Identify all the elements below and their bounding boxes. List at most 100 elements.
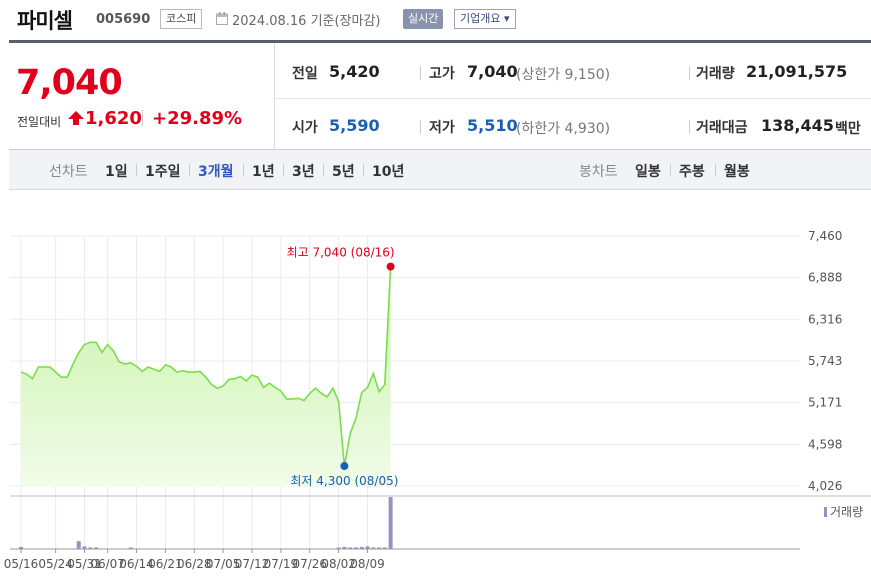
company-overview-button[interactable]: 기업개요 ▾ — [454, 9, 516, 29]
period-selector: 선차트 1일 1주일 3개월 1년 3년 5년 10년 봉차트 일봉 주봉 월봉 — [9, 150, 871, 190]
y-tick-label: 4,598 — [808, 437, 842, 451]
market-badge: 코스피 — [160, 9, 203, 29]
high-label: 고가 — [429, 66, 455, 82]
upper-limit: (상한가 9,150) — [516, 67, 611, 83]
stock-name: 파미셀 — [17, 9, 73, 33]
high-marker — [386, 262, 395, 271]
prev-close-value: 5,420 — [329, 62, 380, 81]
volume-bar — [336, 547, 341, 549]
volume-bar — [377, 547, 382, 549]
trade-amount-value: 138,445 — [761, 116, 834, 135]
x-tick-label: 05/24 — [38, 557, 73, 571]
volume-value: 21,091,575 — [746, 62, 848, 81]
divider — [136, 164, 137, 176]
volume-legend-swatch — [824, 507, 827, 517]
x-tick-label: 07/05 — [206, 557, 241, 571]
base-date: 2024.08.16 기준(장마감) — [232, 14, 381, 29]
divider — [670, 164, 671, 176]
row-divider — [275, 98, 871, 99]
period-1d[interactable]: 1일 — [105, 164, 128, 180]
volume-bar — [82, 546, 87, 549]
volume-bar — [365, 546, 370, 549]
x-tick-label: 07/26 — [292, 557, 327, 571]
open-label: 시가 — [292, 120, 318, 136]
candle-monthly[interactable]: 월봉 — [724, 164, 750, 180]
prev-close-label: 전일 — [292, 66, 318, 82]
candle-chart-label: 봉차트 — [579, 164, 618, 180]
volume-legend-label: 거래량 — [830, 505, 863, 519]
change-percent: +29.89% — [152, 108, 243, 129]
divider — [323, 164, 324, 176]
y-tick-label: 6,316 — [808, 312, 842, 326]
y-tick-label: 5,743 — [808, 354, 842, 368]
low-label: 저가 — [429, 120, 455, 136]
y-tick-label: 6,888 — [808, 271, 842, 285]
volume-bar — [76, 541, 81, 549]
x-tick-label: 06/07 — [90, 557, 125, 571]
volume-bar — [342, 546, 347, 549]
volume-bar — [353, 547, 358, 549]
volume-bar — [94, 547, 99, 549]
y-tick-label: 7,460 — [808, 229, 842, 243]
period-5y[interactable]: 5년 — [332, 164, 355, 180]
period-1w[interactable]: 1주일 — [145, 164, 181, 180]
current-price: 7,040 — [16, 63, 123, 103]
period-3y[interactable]: 3년 — [292, 164, 315, 180]
x-tick-label: 06/14 — [119, 557, 154, 571]
volume-bar — [388, 497, 393, 549]
divider — [363, 164, 364, 176]
price-line — [20, 266, 392, 467]
divider — [689, 66, 690, 80]
high-value: 7,040 — [467, 62, 518, 81]
y-tick-label: 4,026 — [808, 479, 842, 493]
stock-header: 파미셀 005690 코스피 2024.08.16 기준(장마감) 실시간 기업… — [0, 0, 871, 40]
divider — [142, 110, 143, 126]
divider — [189, 164, 190, 176]
stock-code: 005690 — [96, 12, 151, 27]
calendar-icon — [216, 12, 228, 25]
x-tick-label: 05/16 — [4, 557, 39, 571]
high-annotation: 최고 7,040 (08/16) — [287, 246, 395, 260]
volume-bar — [371, 547, 376, 549]
y-tick-label: 5,171 — [808, 396, 842, 410]
line-chart-label: 선차트 — [49, 164, 88, 180]
up-arrow-icon — [68, 111, 84, 125]
x-tick-label: 07/12 — [235, 557, 270, 571]
price-chart: 최고 7,040 (08/16) 최저 4,300 (08/05) 7,460 6,… — [4, 229, 871, 571]
period-10y[interactable]: 10년 — [372, 164, 405, 180]
volume-label: 거래량 — [696, 66, 735, 82]
divider — [283, 164, 284, 176]
trade-amount-label: 거래대금 — [696, 120, 748, 136]
x-tick-label: 07/19 — [264, 557, 299, 571]
candle-daily[interactable]: 일봉 — [635, 164, 661, 180]
x-tick-label: 06/28 — [177, 557, 212, 571]
volume-bar — [19, 546, 23, 549]
period-1y[interactable]: 1년 — [252, 164, 275, 180]
volume-bar — [348, 547, 353, 549]
current-price-box: 7,040 전일대비 1,620 +29.89% — [9, 43, 275, 150]
volume-bar — [128, 547, 133, 549]
period-3m[interactable]: 3개월 — [198, 164, 234, 180]
divider — [420, 120, 421, 134]
divider — [689, 120, 690, 134]
divider — [243, 164, 244, 176]
x-tick-label: 08/09 — [350, 557, 385, 571]
x-tick-label: 06/21 — [148, 557, 183, 571]
trade-amount-unit: 백만 — [835, 121, 861, 137]
low-annotation: 최저 4,300 (08/05) — [290, 474, 398, 488]
divider — [715, 164, 716, 176]
x-tick-label: 05/31 — [67, 557, 102, 571]
change-label: 전일대비 — [17, 115, 62, 129]
volume-bar — [382, 547, 387, 549]
open-value: 5,590 — [329, 116, 380, 135]
x-tick-label: 08/02 — [321, 557, 356, 571]
candle-weekly[interactable]: 주봉 — [679, 164, 705, 180]
divider — [420, 66, 421, 80]
price-summary: 7,040 전일대비 1,620 +29.89% 전일 5,420 고가 7,0… — [9, 40, 871, 150]
realtime-button[interactable]: 실시간 — [403, 9, 444, 29]
price-area — [21, 266, 391, 486]
change-amount: 1,620 — [85, 108, 142, 129]
low-marker — [340, 462, 349, 471]
low-value: 5,510 — [467, 116, 518, 135]
volume-bar — [359, 546, 364, 549]
